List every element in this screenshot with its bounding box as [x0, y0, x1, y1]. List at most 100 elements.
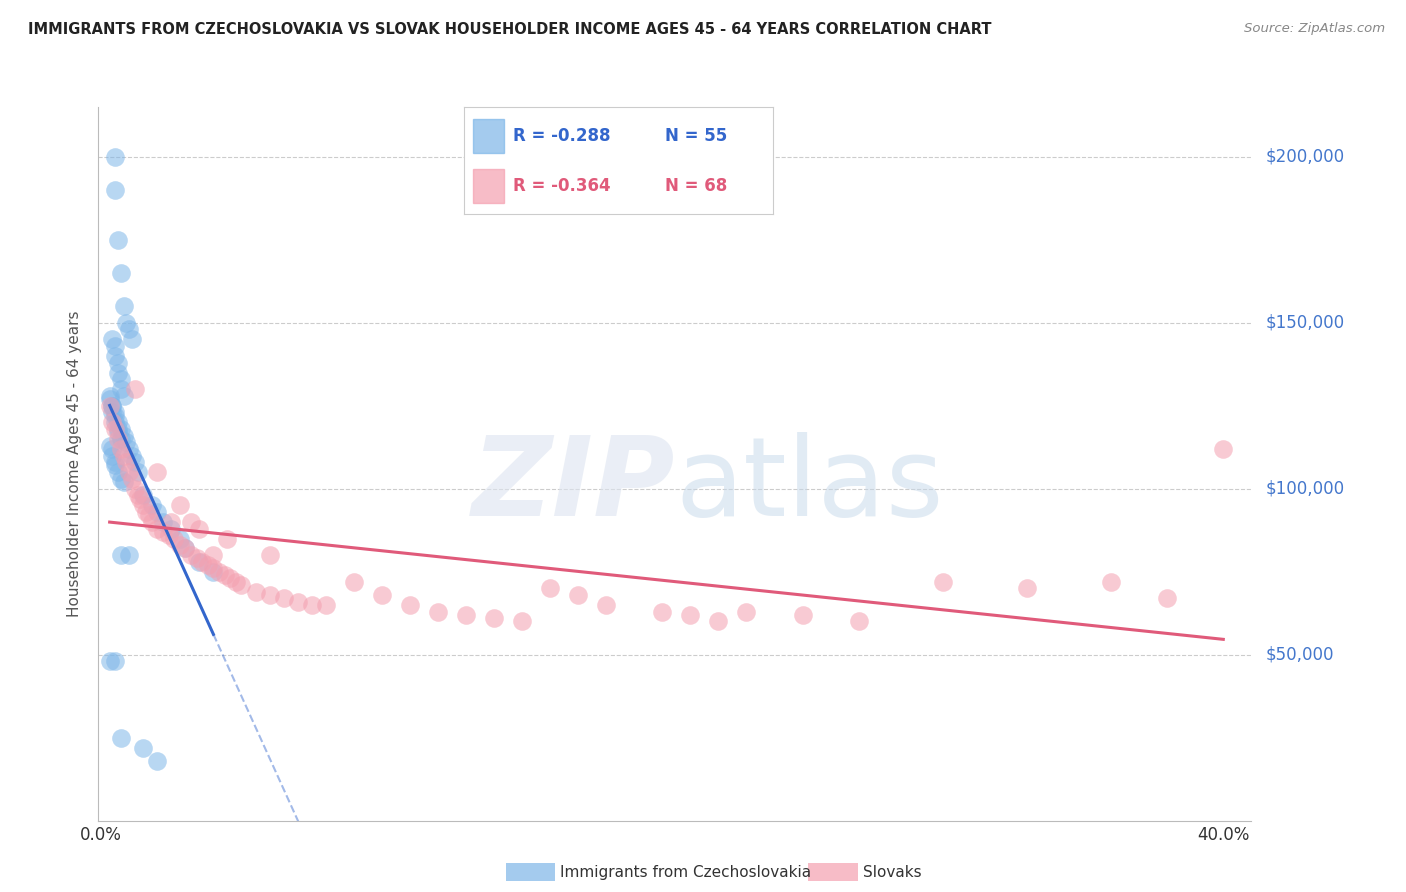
- Point: [110, 372, 132, 386]
- Point: [107, 422, 129, 436]
- Point: [98, 399, 121, 413]
- Point: [259, 588, 281, 602]
- Text: N = 68: N = 68: [665, 178, 727, 195]
- Point: [160, 522, 183, 536]
- Text: Source: ZipAtlas.com: Source: ZipAtlas.com: [1244, 22, 1385, 36]
- Point: [127, 465, 149, 479]
- Point: [1015, 582, 1038, 596]
- Point: [202, 548, 225, 562]
- Point: [98, 439, 121, 453]
- Point: [169, 532, 191, 546]
- Point: [146, 505, 169, 519]
- Point: [152, 515, 174, 529]
- Point: [932, 574, 955, 589]
- Point: [169, 538, 191, 552]
- Point: [169, 499, 191, 513]
- Point: [98, 654, 121, 668]
- Point: [538, 582, 561, 596]
- Point: [107, 415, 129, 429]
- Point: [651, 605, 673, 619]
- Text: N = 55: N = 55: [665, 127, 727, 145]
- Text: atlas: atlas: [675, 432, 943, 539]
- Point: [343, 574, 366, 589]
- Point: [188, 522, 211, 536]
- Point: [214, 568, 236, 582]
- Bar: [474, 169, 505, 203]
- Point: [98, 389, 121, 403]
- Point: [679, 607, 702, 622]
- Point: [118, 322, 141, 336]
- Point: [127, 488, 149, 502]
- Bar: [474, 119, 505, 153]
- Point: [146, 754, 169, 768]
- Point: [124, 482, 146, 496]
- Point: [191, 555, 214, 569]
- Point: [104, 409, 127, 423]
- Point: [146, 465, 169, 479]
- Point: [1212, 442, 1234, 456]
- Point: [157, 528, 180, 542]
- Point: [132, 740, 155, 755]
- Point: [107, 432, 129, 446]
- Point: [180, 515, 202, 529]
- Point: [225, 574, 247, 589]
- Point: [315, 598, 337, 612]
- Point: [118, 548, 141, 562]
- Point: [595, 598, 617, 612]
- Point: [110, 548, 132, 562]
- Y-axis label: Householder Income Ages 45 - 64 years: Householder Income Ages 45 - 64 years: [67, 310, 83, 617]
- Point: [124, 382, 146, 396]
- Point: [135, 505, 157, 519]
- Text: $100,000: $100,000: [1265, 480, 1344, 498]
- Point: [482, 611, 505, 625]
- Point: [301, 598, 323, 612]
- Point: [426, 605, 449, 619]
- Text: IMMIGRANTS FROM CZECHOSLOVAKIA VS SLOVAK HOUSEHOLDER INCOME AGES 45 - 64 YEARS C: IMMIGRANTS FROM CZECHOSLOVAKIA VS SLOVAK…: [28, 22, 991, 37]
- Point: [121, 449, 143, 463]
- Point: [110, 472, 132, 486]
- Point: [124, 455, 146, 469]
- Point: [110, 382, 132, 396]
- Point: [141, 515, 163, 529]
- Point: [104, 654, 127, 668]
- Text: $50,000: $50,000: [1265, 646, 1334, 664]
- Point: [245, 584, 267, 599]
- Point: [101, 399, 124, 413]
- Point: [112, 299, 135, 313]
- Point: [208, 565, 231, 579]
- Point: [110, 422, 132, 436]
- Point: [180, 548, 202, 562]
- Point: [160, 515, 183, 529]
- Text: Immigrants from Czechoslovakia: Immigrants from Czechoslovakia: [560, 865, 811, 880]
- Point: [104, 150, 127, 164]
- Point: [101, 415, 124, 429]
- Point: [152, 524, 174, 539]
- Point: [202, 565, 225, 579]
- Point: [163, 532, 186, 546]
- Point: [121, 472, 143, 486]
- Point: [101, 399, 124, 413]
- Point: [104, 415, 127, 429]
- Point: [454, 607, 477, 622]
- Point: [129, 491, 152, 506]
- Point: [107, 356, 129, 370]
- Point: [202, 561, 225, 575]
- Point: [104, 349, 127, 363]
- Point: [115, 435, 138, 450]
- Point: [107, 425, 129, 440]
- Point: [197, 558, 219, 572]
- Point: [1156, 591, 1178, 606]
- Point: [118, 442, 141, 456]
- Text: ZIP: ZIP: [471, 432, 675, 539]
- Point: [101, 449, 124, 463]
- Point: [115, 316, 138, 330]
- Point: [98, 392, 121, 406]
- Point: [110, 266, 132, 280]
- Point: [174, 541, 197, 556]
- Point: [107, 366, 129, 380]
- Point: [107, 233, 129, 247]
- Point: [186, 551, 208, 566]
- Point: [104, 339, 127, 353]
- Point: [141, 499, 163, 513]
- Text: $200,000: $200,000: [1265, 148, 1344, 166]
